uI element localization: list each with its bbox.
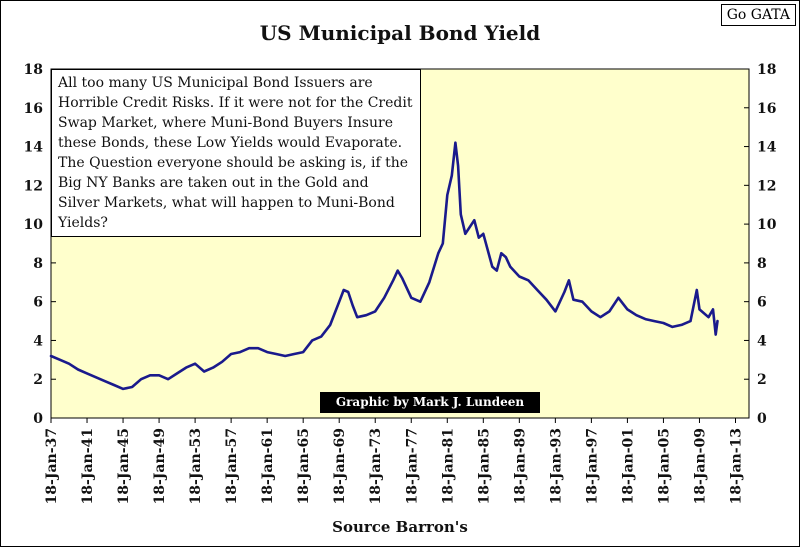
go-gata-badge: Go GATA bbox=[720, 4, 796, 26]
yield-series-line bbox=[49, 141, 719, 391]
x-tick-label: 18-Jan-37 bbox=[44, 428, 60, 504]
x-tick-label: 18-Jan-81 bbox=[440, 428, 456, 504]
y-tick-label-right: 12 bbox=[757, 178, 776, 194]
x-tick-label: 18-Jan-69 bbox=[332, 428, 348, 504]
x-tick-label: 18-Jan-49 bbox=[152, 428, 168, 504]
axes: 0 0 2 2 4 4 6 6 8 8 10 10 12 12 14 14 16 16 18 18 18-Jan-37 1… bbox=[24, 62, 777, 504]
y-tick-label-right: 6 bbox=[757, 295, 767, 311]
x-tick-label: 18-Jan-13 bbox=[728, 428, 744, 504]
x-tick-label: 18-Jan-61 bbox=[260, 428, 276, 504]
series-layer bbox=[49, 141, 719, 391]
y-tick-label-right: 4 bbox=[757, 333, 767, 349]
x-tick-label: 18-Jan-77 bbox=[404, 428, 420, 504]
annotation-box: All too many US Municipal Bond Issuers a… bbox=[51, 69, 421, 237]
x-tick-label: 18-Jan-09 bbox=[692, 428, 708, 504]
y-tick-label-right: 0 bbox=[757, 411, 767, 427]
y-tick-label-left: 14 bbox=[24, 140, 44, 156]
x-tick-label: 18-Jan-57 bbox=[224, 428, 240, 504]
y-tick-label-left: 0 bbox=[33, 411, 43, 427]
x-tick-label: 18-Jan-89 bbox=[512, 428, 528, 504]
x-tick-label: 18-Jan-85 bbox=[476, 428, 492, 504]
y-tick-label-right: 16 bbox=[757, 101, 776, 117]
x-tick-label: 18-Jan-93 bbox=[548, 428, 564, 504]
y-tick-label-right: 2 bbox=[757, 372, 767, 388]
y-tick-label-left: 4 bbox=[33, 333, 43, 349]
x-tick-label: 18-Jan-73 bbox=[368, 428, 384, 504]
y-tick-label-left: 16 bbox=[24, 101, 43, 117]
x-tick-label: 18-Jan-97 bbox=[584, 428, 600, 504]
x-tick-label: 18-Jan-01 bbox=[620, 428, 636, 504]
y-tick-label-left: 2 bbox=[33, 372, 43, 388]
y-tick-label-left: 6 bbox=[33, 295, 43, 311]
y-tick-label-right: 18 bbox=[757, 62, 776, 78]
y-tick-label-right: 10 bbox=[757, 217, 777, 233]
y-tick-label-left: 12 bbox=[24, 178, 43, 194]
x-tick-label: 18-Jan-05 bbox=[656, 428, 672, 504]
x-tick-label: 18-Jan-41 bbox=[80, 428, 96, 504]
y-tick-label-left: 10 bbox=[24, 217, 44, 233]
y-tick-label-right: 14 bbox=[757, 140, 777, 156]
chart-title: US Municipal Bond Yield bbox=[259, 21, 541, 45]
y-tick-label-left: 18 bbox=[24, 62, 43, 78]
x-axis-label: Source Barron's bbox=[332, 518, 468, 536]
x-tick-label: 18-Jan-53 bbox=[188, 428, 204, 504]
x-tick-label: 18-Jan-45 bbox=[116, 428, 132, 504]
y-tick-label-left: 8 bbox=[33, 256, 43, 272]
x-tick-label: 18-Jan-65 bbox=[296, 428, 312, 504]
y-tick-label-right: 8 bbox=[757, 256, 767, 272]
credit-label: Graphic by Mark J. Lundeen bbox=[320, 392, 540, 413]
